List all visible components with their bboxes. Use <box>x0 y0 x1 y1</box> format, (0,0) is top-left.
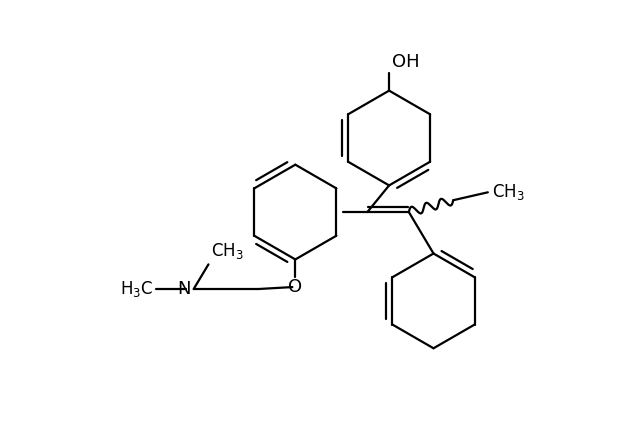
Text: O: O <box>288 278 302 296</box>
Text: CH$_3$: CH$_3$ <box>211 241 244 261</box>
Text: H$_3$C: H$_3$C <box>120 279 153 299</box>
Text: CH$_3$: CH$_3$ <box>492 182 525 202</box>
Text: N: N <box>177 280 191 298</box>
Text: OH: OH <box>392 53 420 71</box>
